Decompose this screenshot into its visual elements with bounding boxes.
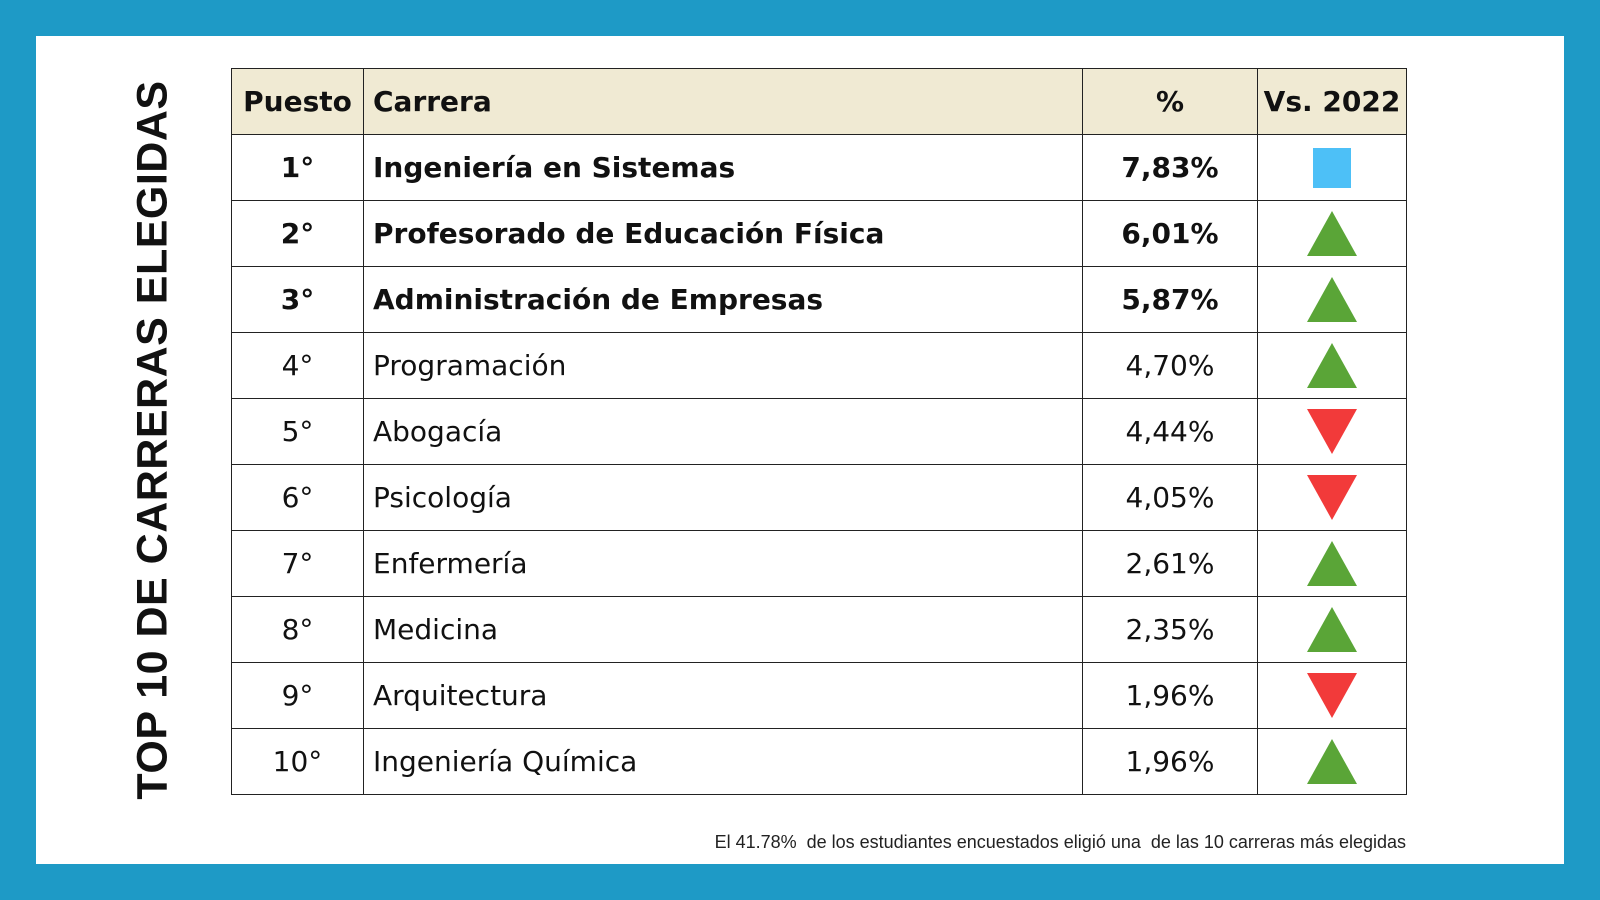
trend-up-icon [1307,277,1357,322]
table-row: 7° Enfermería 2,61% [231,530,1407,597]
trend-cell [1257,134,1407,201]
table-row: 2° Profesorado de Educación Física 6,01% [231,200,1407,267]
percent-cell: 2,35% [1082,596,1258,663]
rank-cell: 3° [231,266,364,333]
header-percent: % [1082,68,1258,135]
trend-cell [1257,596,1407,663]
career-cell: Arquitectura [363,662,1083,729]
header-carrera: Carrera [363,68,1083,135]
table-row: 4° Programación 4,70% [231,332,1407,399]
trend-cell [1257,398,1407,465]
trend-down-icon [1307,673,1357,718]
table-row: 10° Ingeniería Química 1,96% [231,728,1407,795]
trend-cell [1257,266,1407,333]
table-row: 5° Abogacía 4,44% [231,398,1407,465]
table-row: 3° Administración de Empresas 5,87% [231,266,1407,333]
trend-up-icon [1307,541,1357,586]
percent-cell: 1,96% [1082,662,1258,729]
career-cell: Profesorado de Educación Física [363,200,1083,267]
trend-down-icon [1307,475,1357,520]
header-vs-2022: Vs. 2022 [1257,68,1407,135]
percent-cell: 5,87% [1082,266,1258,333]
rank-cell: 8° [231,596,364,663]
ranking-table: Puesto Carrera % Vs. 2022 1° Ingeniería … [231,68,1407,795]
trend-up-icon [1307,211,1357,256]
trend-cell [1257,464,1407,531]
table-row: 6° Psicología 4,05% [231,464,1407,531]
trend-cell [1257,332,1407,399]
rank-cell: 7° [231,530,364,597]
rank-cell: 4° [231,332,364,399]
trend-cell [1257,662,1407,729]
rank-cell: 2° [231,200,364,267]
percent-cell: 6,01% [1082,200,1258,267]
rank-cell: 9° [231,662,364,729]
career-cell: Abogacía [363,398,1083,465]
percent-cell: 4,05% [1082,464,1258,531]
rank-cell: 10° [231,728,364,795]
percent-cell: 2,61% [1082,530,1258,597]
percent-cell: 4,70% [1082,332,1258,399]
footnote: El 41.78% de los estudiantes encuestados… [714,832,1406,852]
career-cell: Administración de Empresas [363,266,1083,333]
table-row: 9° Arquitectura 1,96% [231,662,1407,729]
header-puesto: Puesto [231,68,364,135]
career-cell: Enfermería [363,530,1083,597]
career-cell: Programación [363,332,1083,399]
career-cell: Ingeniería Química [363,728,1083,795]
table-row: 1° Ingeniería en Sistemas 7,83% [231,134,1407,201]
trend-up-icon [1307,343,1357,388]
career-cell: Psicología [363,464,1083,531]
percent-cell: 1,96% [1082,728,1258,795]
table-header-row: Puesto Carrera % Vs. 2022 [231,68,1407,135]
percent-cell: 4,44% [1082,398,1258,465]
rank-cell: 1° [231,134,364,201]
trend-cell [1257,530,1407,597]
career-cell: Medicina [363,596,1083,663]
rank-cell: 6° [231,464,364,531]
percent-cell: 7,83% [1082,134,1258,201]
trend-down-icon [1307,409,1357,454]
rank-cell: 5° [231,398,364,465]
trend-cell [1257,200,1407,267]
table-row: 8° Medicina 2,35% [231,596,1407,663]
trend-up-icon [1307,739,1357,784]
trend-up-icon [1307,607,1357,652]
career-cell: Ingeniería en Sistemas [363,134,1083,201]
trend-same-icon [1313,147,1351,188]
trend-cell [1257,728,1407,795]
page-title: TOP 10 DE CARRERAS ELEGIDAS [128,80,177,800]
